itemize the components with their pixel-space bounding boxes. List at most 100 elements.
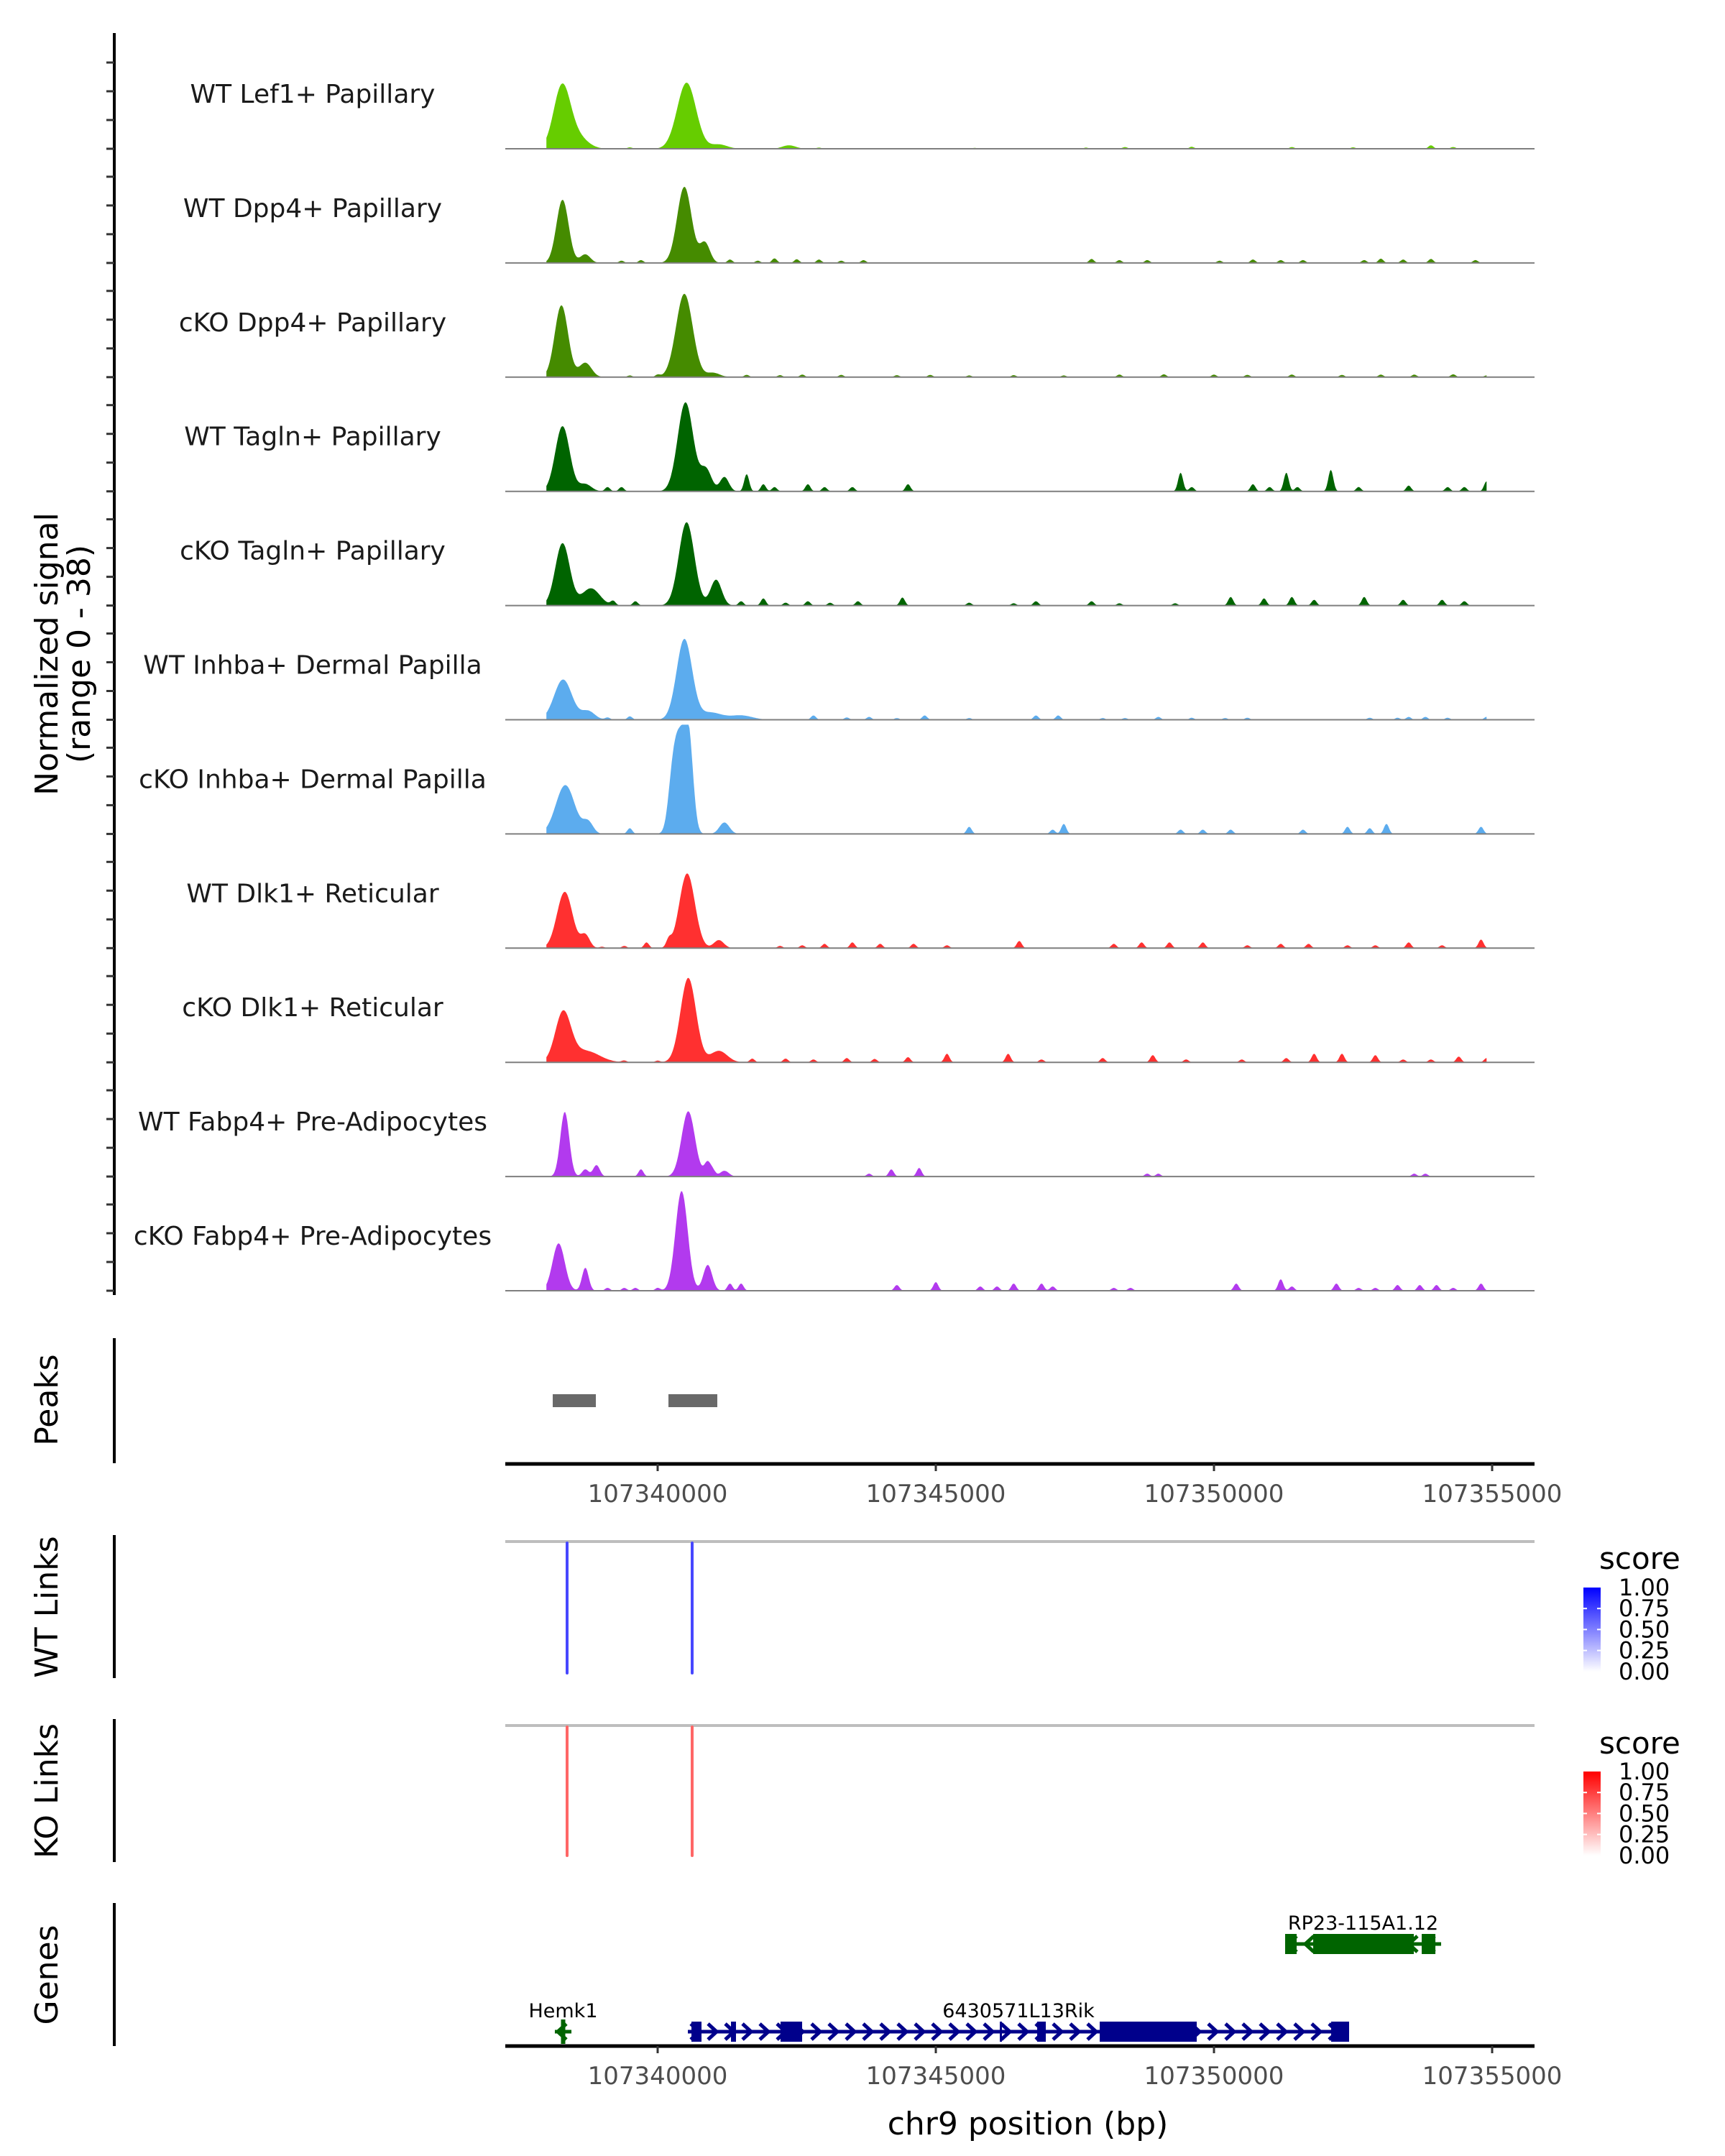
coverage-area [546,724,1487,834]
gene-exon [1037,2022,1046,2042]
gene-exon [1000,2022,1003,2042]
strand-arrow [896,2022,909,2041]
ko-links-track-label: KO Links [29,1723,65,1858]
coverage-area [546,402,1487,492]
legend-tick-label: 0.00 [1619,1842,1670,1869]
strand-arrow [845,2022,857,2041]
strand-arrow [965,2022,978,2041]
x-tick-label: 107340000 [588,2062,728,2091]
strand-arrow [1293,2022,1306,2041]
coverage-track: WT Tagln+ Papillary [184,402,1535,492]
strand-arrow [810,2022,823,2041]
strand-arrow [1259,2022,1271,2041]
strand-arrow [1000,2022,1013,2041]
strand-arrow [1276,2022,1289,2041]
wt-legend-title: score [1599,1541,1680,1576]
strand-arrow [1224,2022,1237,2041]
coverage-area [546,873,1487,949]
coverage-area [546,186,1487,263]
gene-label: Hemk1 [528,2000,597,2022]
strand-arrow [1310,2022,1323,2041]
gene-model: 6430571L13Rik [688,2000,1350,2042]
coverage-area [546,522,1487,606]
gene-label: RP23-115A1.12 [1288,1912,1438,1935]
strand-arrow [1241,2022,1254,2041]
x-tick-label: 107345000 [866,2062,1006,2091]
track-label: cKO Dlk1+ Reticular [182,993,443,1023]
legend-tick-label: 0.75 [1619,1779,1670,1806]
coverage-area [546,1111,1487,1177]
ko-legend-title: score [1599,1726,1680,1761]
track-label: cKO Dpp4+ Papillary [179,308,446,338]
wt-legend-ticks: 1.000.750.500.250.00 [1583,1574,1670,1685]
track-label: WT Inhba+ Dermal Papilla [143,651,482,681]
coverage-track: cKO Dlk1+ Reticular [182,977,1535,1064]
coverage-area [546,293,1487,377]
strand-arrow [827,2022,840,2041]
strand-arrow [758,2022,771,2041]
track-label: WT Dpp4+ Papillary [183,194,442,224]
legend-tick-label: 1.00 [1619,1758,1670,1785]
strand-arrow [1069,2022,1082,2041]
legend-tick-label: 0.50 [1619,1616,1670,1643]
peaks-track-label: Peaks [29,1354,65,1445]
legend-tick-label: 0.50 [1619,1800,1670,1827]
x-tick-label: 107340000 [588,1480,728,1508]
strand-arrow [1207,2022,1220,2041]
track-label: WT Dlk1+ Reticular [186,879,438,908]
strand-arrow [862,2022,875,2041]
gene-exon [1313,1934,1414,1954]
coverage-track: WT Dpp4+ Papillary [183,186,1535,264]
x-tick-label: 107355000 [1422,2062,1563,2091]
links-marks [505,1540,1535,1857]
gene-exon [731,2022,736,2042]
gene-model: Hemk1 [528,2000,598,2044]
coverage-area [546,638,1487,720]
gene-exon [691,2022,702,2042]
wt-links-track-label: WT Links [29,1536,65,1677]
track-label: cKO Inhba+ Dermal Papilla [139,765,487,794]
peak-region [553,1394,597,1407]
coverage-track: WT Inhba+ Dermal Papilla [143,638,1535,721]
gene-exon [780,2022,803,2042]
track-label: WT Lef1+ Papillary [190,80,436,109]
gene-exon [1422,1934,1436,1954]
bottom-x-axis: 107340000 107345000 107350000 107355000 [505,2044,1563,2091]
gene-label: 6430571L13Rik [942,2000,1095,2022]
peak-region [668,1394,717,1407]
coverage-track: WT Lef1+ Papillary [190,80,1535,149]
strand-arrow [879,2022,892,2041]
strand-arrow [914,2022,926,2041]
gene-model: RP23-115A1.12 [1285,1912,1442,1954]
strand-arrow [1052,2022,1064,2041]
gene-exon [1285,1934,1297,1954]
legend-tick-label: 0.25 [1619,1637,1670,1664]
coverage-track: cKO Dpp4+ Papillary [179,293,1535,378]
track-label: WT Tagln+ Papillary [184,423,441,452]
genes-marks: Hemk1 6430571L13Rik RP23-115A1.12 [528,1912,1442,2044]
strand-arrow [948,2022,961,2041]
strand-arrow [707,2022,719,2041]
coverage-area [546,1191,1487,1291]
coverage-area [546,83,1487,149]
track-label: WT Fabp4+ Pre-Adipocytes [138,1107,487,1137]
gene-exon [561,2019,566,2044]
genes-track-label: Genes [29,1925,65,2024]
strand-arrow [931,2022,944,2041]
peaks-marks [553,1394,717,1407]
coverage-track: WT Fabp4+ Pre-Adipocytes [138,1107,1535,1178]
legend-tick-label: 0.00 [1619,1658,1670,1685]
gene-exon [1100,2022,1197,2042]
track-label: cKO Tagln+ Papillary [180,537,446,566]
coverage-y-axis-title: Normalized signal [29,512,65,796]
coverage-y-axis-range: (range 0 - 38) [61,545,98,763]
legend-tick-label: 0.75 [1619,1595,1670,1622]
x-tick-label: 107350000 [1144,1480,1284,1508]
coverage-track: WT Dlk1+ Reticular [186,873,1535,949]
strand-arrow [1086,2022,1099,2041]
ko-legend-ticks: 1.000.750.500.250.00 [1583,1758,1670,1869]
score-legends: score 1.000.750.500.250.00 score 1.000.7… [1583,1541,1680,1869]
x-axis-title: chr9 position (bp) [888,2106,1169,2142]
coverage-tracks: WT Lef1+ Papillary WT Dpp4+ Papillary cKO … [134,80,1535,1291]
